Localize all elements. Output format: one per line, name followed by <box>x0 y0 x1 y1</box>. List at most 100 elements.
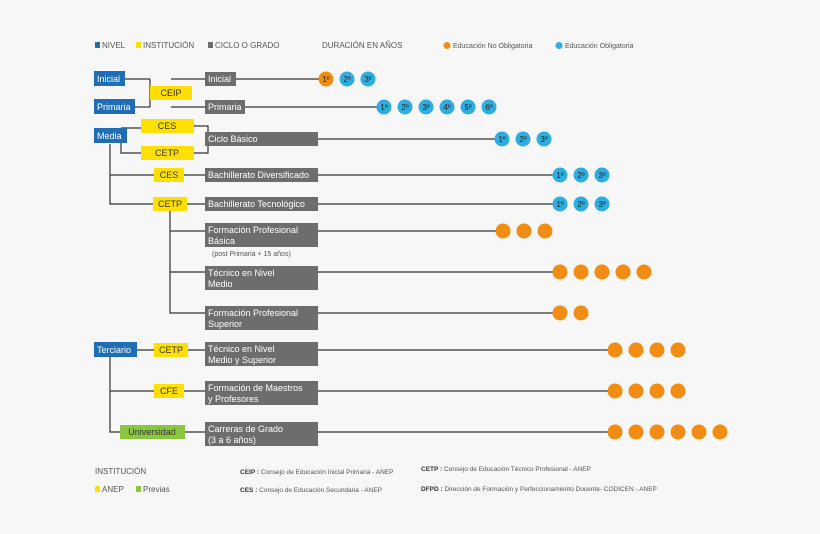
year-dot-no-obligatoria <box>552 305 568 321</box>
year-dot-label: 2º <box>519 135 526 144</box>
program-inicial-box <box>205 72 236 86</box>
institution-cfe-box <box>154 384 184 398</box>
year-dot-no-obligatoria <box>670 424 686 440</box>
year-dot-no-obligatoria <box>615 264 631 280</box>
legend-institucion-label: INSTITUCIÓN <box>143 41 194 50</box>
institution-ces-media-label: CES <box>160 170 179 180</box>
level-media-label: Media <box>97 131 122 141</box>
year-dot-obligatoria <box>594 196 610 212</box>
connector <box>169 211 205 314</box>
footer-note-ces: CES : Consejo de Educación Secundaria - … <box>240 487 382 494</box>
footer-anep-swatch <box>95 486 100 492</box>
program-tecnico-medio-box <box>205 266 318 290</box>
program-primaria-box <box>205 100 245 114</box>
footer-note-dfpd: DFPD : Dirección de Formación y Perfecci… <box>421 486 657 493</box>
footer-previas-label: Previas <box>143 485 170 494</box>
year-dot-no-obligatoria <box>318 71 334 87</box>
year-dot-no-obligatoria <box>607 342 623 358</box>
program-inicial-label: Inicial <box>208 74 231 84</box>
program-tecnico-medio-label-line1: Técnico en Nivel <box>208 268 275 278</box>
program-carreras-grado-box <box>205 422 318 446</box>
year-dot-obligatoria <box>515 131 531 147</box>
year-dot-no-obligatoria <box>537 223 553 239</box>
institution-universidad-box <box>120 425 185 439</box>
year-dot-label: 3º <box>540 135 547 144</box>
legend-obligatoria-label: Educación Obligatoria <box>565 43 634 50</box>
year-dot-no-obligatoria <box>495 223 511 239</box>
year-dot-label: 1º <box>322 75 329 84</box>
institutions: CEIP CES CETP CES CETP CETP CFE Universi… <box>120 86 194 439</box>
connector <box>109 357 120 433</box>
program-fp-basica-label-line2: Básica <box>208 236 235 246</box>
year-dot-no-obligatoria <box>636 264 652 280</box>
program-tecnico-medio-superior-label-line1: Técnico en Nivel <box>208 344 275 354</box>
program-ciclo-basico-box <box>205 132 318 146</box>
institution-cetp-terciario-label: CETP <box>159 345 183 355</box>
institution-universidad-label: Universidad <box>128 427 176 437</box>
year-dot-label: 4º <box>443 103 450 112</box>
program-fp-basica-label-line1: Formación Profesional <box>208 225 298 235</box>
legend-no-obligatoria-label: Educación No Obligatoria <box>453 43 532 50</box>
year-dot-no-obligatoria <box>628 342 644 358</box>
institution-cetp-terciario-box <box>154 343 188 357</box>
year-dot-label: 3º <box>598 171 605 180</box>
level-media-box <box>94 128 127 143</box>
footer-title: INSTITUCIÓN <box>95 467 146 476</box>
program-fp-superior-label-line1: Formación Profesional <box>208 308 298 318</box>
connector-lines <box>109 78 209 433</box>
year-dot-label: 1º <box>556 171 563 180</box>
year-dot-obligatoria <box>573 196 589 212</box>
year-dot-no-obligatoria <box>649 424 665 440</box>
year-dot-label: 3º <box>364 75 371 84</box>
legend-institucion-swatch <box>136 42 141 48</box>
program-fp-superior-label-line2: Superior <box>208 319 242 329</box>
institution-ces-media-box <box>154 168 184 182</box>
program-fp-basica-box <box>205 223 318 247</box>
year-dot-label: 3º <box>422 103 429 112</box>
duration-lines <box>236 78 615 433</box>
level-terciario-box <box>94 342 137 357</box>
year-dot-no-obligatoria <box>628 424 644 440</box>
year-dot-obligatoria <box>397 99 413 115</box>
institution-cetp-label: CETP <box>155 148 179 158</box>
legend: NIVEL INSTITUCIÓN CICLO O GRADO DURACIÓN… <box>95 41 634 50</box>
level-terciario-label: Terciario <box>97 345 131 355</box>
program-primaria-label: Primaria <box>208 102 242 112</box>
institution-ces-box <box>141 119 194 133</box>
year-dot-no-obligatoria <box>670 342 686 358</box>
year-dot-obligatoria <box>552 196 568 212</box>
year-dot-label: 1º <box>380 103 387 112</box>
year-dot-obligatoria <box>339 71 355 87</box>
year-dot-label: 3º <box>598 200 605 209</box>
year-dot-obligatoria <box>594 167 610 183</box>
year-dot-obligatoria <box>481 99 497 115</box>
legend-nivel-label: NIVEL <box>102 41 126 50</box>
year-dot-no-obligatoria <box>573 264 589 280</box>
level-primaria-box <box>94 99 135 114</box>
year-dot-label: 2º <box>577 200 584 209</box>
footer-anep-label: ANEP <box>102 485 124 494</box>
program-bach-diversificado-box <box>205 168 318 182</box>
year-dot-label: 1º <box>498 135 505 144</box>
year-dot-no-obligatoria <box>594 264 610 280</box>
year-dot-obligatoria <box>552 167 568 183</box>
year-dot-obligatoria <box>376 99 392 115</box>
program-tecnico-medio-superior-label-line2: Medio y Superior <box>208 355 276 365</box>
program-tecnico-medio-superior-box <box>205 342 318 366</box>
legend-no-obligatoria-dot <box>443 42 451 49</box>
year-dot-no-obligatoria <box>607 424 623 440</box>
year-dot-obligatoria <box>494 131 510 147</box>
legend-obligatoria-dot <box>555 42 563 49</box>
legend-nivel-swatch <box>95 42 100 48</box>
year-dot-obligatoria <box>360 71 376 87</box>
institution-ceip-label: CEIP <box>160 88 181 98</box>
legend-duracion-label: DURACIÓN EN AÑOS <box>322 41 402 50</box>
year-dot-label: 2º <box>577 171 584 180</box>
institution-cfe-label: CFE <box>160 386 178 396</box>
level-inicial-box <box>94 71 125 86</box>
year-dot-no-obligatoria <box>670 383 686 399</box>
program-fp-basica-note: (post Primaria + 15 años) <box>212 251 291 258</box>
program-maestros-label-line2: y Profesores <box>208 394 259 404</box>
footer: INSTITUCIÓN ANEP Previas CEIP : Consejo … <box>95 466 657 494</box>
